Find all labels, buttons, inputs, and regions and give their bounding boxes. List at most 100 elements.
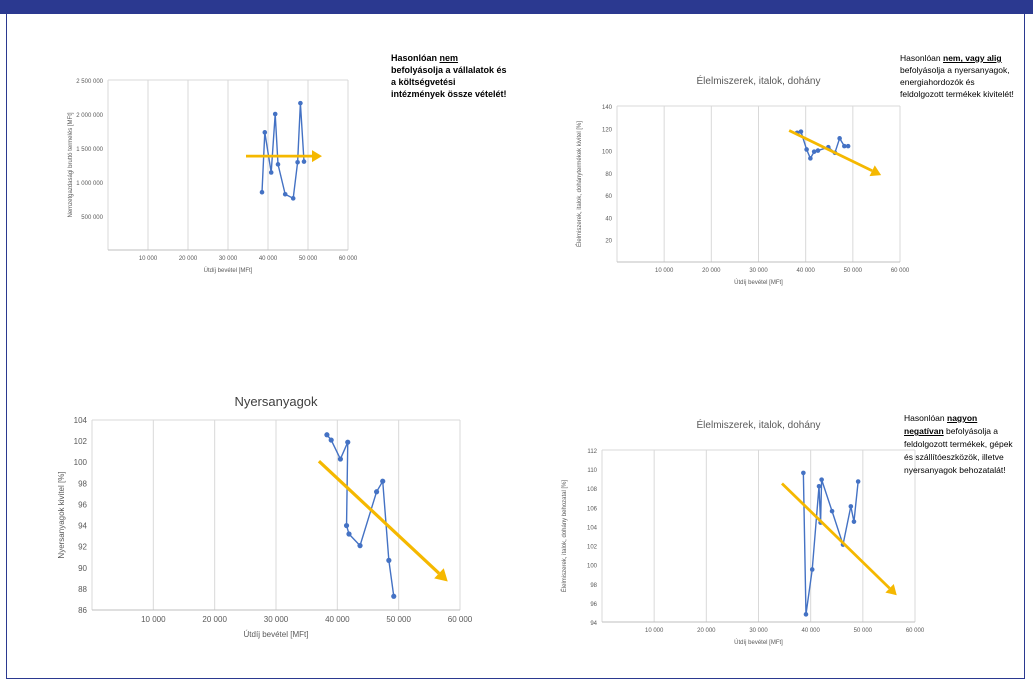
chart-food-export: 10 000 20 000 30 000 40 000 50 000 60 000 20 40…: [555, 62, 920, 302]
annotation-note-2: Hasonlóan nem, vagy alig befolyásolja a …: [900, 52, 1018, 100]
note-2-prefix: Hasonlóan: [900, 53, 944, 63]
chart-food-import: 10 000 20 000 30 000 40 000 50 000 60 000 94 96…: [540, 400, 935, 670]
y-axis-label: Nemzetgazdasági bruttó termelés [MFt]: [68, 112, 74, 217]
chart-svg: 10 000 20 000 30 000 40 000 50 000 60 000 86 88…: [57, 394, 473, 639]
chart-gross-production: 10 000 20 000 30 000 40 000 50 000 60 000 500 …: [30, 62, 370, 292]
data-point: [808, 156, 813, 161]
data-point: [816, 484, 822, 489]
note-3-emphasis: nagyon negatívan: [904, 413, 978, 436]
y-tick-label: 100: [602, 150, 613, 156]
y-tick-label: 100: [74, 458, 88, 467]
y-tick-label: 102: [74, 437, 88, 446]
data-point: [328, 437, 334, 443]
x-tick-label: 40 000: [259, 256, 278, 262]
y-tick-label: 20: [605, 239, 612, 245]
y-tick-label: 110: [587, 468, 597, 474]
data-point: [259, 189, 265, 195]
x-tick-label: 10 000: [139, 256, 158, 262]
y-tick-label: 2 000 000: [76, 113, 103, 119]
data-point: [275, 162, 281, 167]
data-point: [829, 508, 835, 514]
y-tick-label: 104: [587, 525, 598, 531]
x-axis-label: Útdíj bevétel [MFt]: [734, 279, 783, 286]
annotation-note-3: Hasonlóan nagyon negatívan befolyásolja …: [904, 412, 1016, 477]
y-axis-label: Élelmiszerek, italok, dohány behozatal […: [561, 479, 568, 592]
trend-arrow-head: [312, 150, 322, 163]
y-tick-label: 102: [587, 545, 598, 551]
x-tick-label: 50 000: [854, 628, 873, 634]
x-tick-label: 30 000: [219, 256, 238, 262]
y-tick-label: 94: [78, 522, 87, 531]
x-tick-label: 30 000: [264, 615, 289, 624]
trend-arrow-shaft: [788, 129, 873, 172]
y-tick-label: 86: [78, 606, 87, 615]
data-point: [346, 531, 352, 537]
x-tick-label: 50 000: [844, 268, 863, 274]
data-point: [343, 522, 350, 529]
data-point: [290, 196, 296, 201]
y-tick-label: 88: [78, 585, 87, 594]
y-tick-label: 500 000: [81, 215, 103, 221]
note-1-text: befolyásolja a vállalatok és a költségve…: [391, 65, 507, 99]
data-point: [345, 439, 351, 445]
note-1-emphasis: nem: [439, 53, 459, 63]
data-point: [848, 504, 854, 509]
x-tick-label: 50 000: [386, 615, 411, 624]
x-tick-label: 30 000: [749, 268, 768, 274]
y-axis-label: Nyersanyagok kivitel [%]: [57, 471, 66, 558]
y-axis-label: Élelmiszerek, italok, dohánytermékek kiv…: [576, 121, 583, 247]
data-point: [268, 170, 274, 175]
data-point: [851, 519, 857, 524]
chart-title: Nyersanyagok: [234, 394, 318, 409]
note-2-emphasis: nem, vagy alig: [943, 53, 1002, 63]
y-tick-label: 96: [78, 500, 87, 509]
x-axis-label: Útdíj bevétel [MFt]: [244, 630, 309, 639]
x-tick-label: 60 000: [448, 615, 473, 624]
trend-arrow-head: [434, 568, 448, 582]
x-tick-label: 30 000: [749, 628, 768, 634]
note-2-text: befolyásolja a nyersanyagok, energiahord…: [900, 65, 1014, 99]
data-point: [262, 130, 268, 135]
x-tick-label: 20 000: [179, 256, 198, 262]
slide-frame: [6, 14, 1025, 679]
data-point: [337, 456, 343, 462]
chart-svg: 10 000 20 000 30 000 40 000 50 000 60 000 20 40…: [576, 74, 910, 286]
chart-raw-materials-export: 10 000 20 000 30 000 40 000 50 000 60 000 86 88…: [30, 385, 480, 660]
data-point: [357, 543, 363, 549]
trend-arrow-shaft: [317, 459, 441, 575]
x-axis-label: Útdíj bevétel [MFt]: [734, 639, 783, 646]
y-tick-label: 1 500 000: [76, 147, 103, 153]
data-point: [373, 489, 380, 495]
x-tick-label: 50 000: [299, 256, 318, 262]
y-tick-label: 80: [605, 172, 612, 178]
note-1-prefix: Hasonlóan: [391, 53, 440, 63]
data-point: [798, 129, 804, 134]
data-point: [295, 159, 300, 165]
y-tick-label: 98: [590, 583, 597, 589]
top-bar: [0, 0, 1033, 14]
data-point: [837, 136, 842, 141]
y-tick-label: 104: [74, 416, 88, 425]
y-tick-label: 96: [590, 602, 597, 608]
data-point: [282, 191, 288, 197]
x-tick-label: 20 000: [702, 268, 721, 274]
trend-arrow-head: [869, 165, 882, 177]
chart-svg: 10 000 20 000 30 000 40 000 50 000 60 000 94 96…: [561, 418, 925, 646]
trend-arrow-shaft: [780, 482, 891, 590]
y-tick-label: 120: [602, 127, 613, 133]
trend-arrow-head: [885, 583, 897, 596]
data-point: [819, 477, 824, 482]
x-tick-label: 20 000: [697, 628, 716, 634]
y-tick-label: 92: [78, 543, 87, 552]
chart-title: Élelmiszerek, italok, dohány: [697, 74, 821, 87]
data-point: [391, 593, 397, 599]
data-point: [301, 159, 307, 164]
chart-title: Élelmiszerek, italok, dohány: [697, 418, 821, 431]
data-point: [842, 143, 847, 149]
x-tick-label: 60 000: [339, 256, 358, 262]
data-point: [855, 479, 861, 484]
x-tick-label: 10 000: [645, 628, 664, 634]
y-tick-label: 60: [605, 194, 612, 200]
data-point: [298, 100, 303, 106]
x-tick-label: 60 000: [891, 268, 910, 274]
